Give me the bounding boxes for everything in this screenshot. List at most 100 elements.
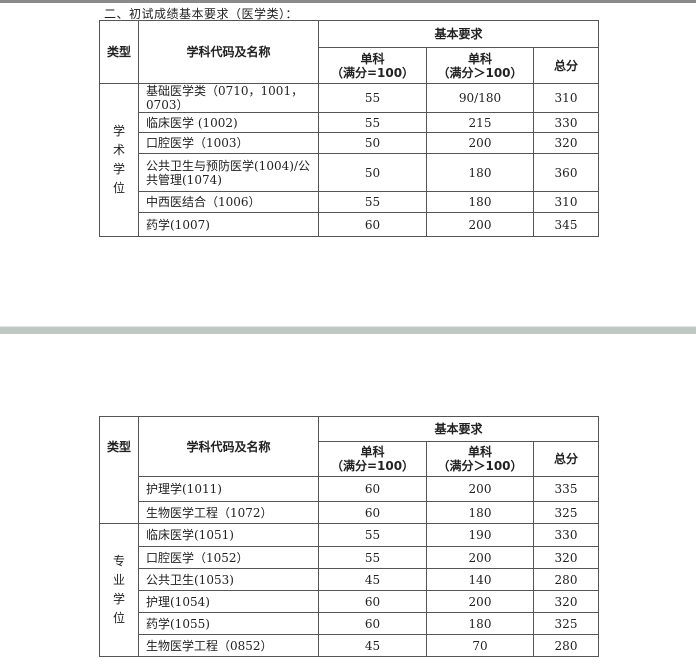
single-100-score: 55 <box>318 523 427 547</box>
header-total: 总分 <box>533 441 599 477</box>
header-subject: 学科代码及名称 <box>138 20 319 84</box>
subject-name: 中西医结合（1006） <box>138 191 319 213</box>
total-score: 330 <box>533 523 599 547</box>
top-border <box>0 0 696 3</box>
table-row: 生物医学工程（1072） 60 180 325 <box>100 501 599 524</box>
table-row: 公共卫生与预防医学(1004)/公共管理(1074) 50 180 360 <box>100 153 599 192</box>
table-row: 护理(1054) 60 200 320 <box>100 590 599 613</box>
single-100-score: 60 <box>318 501 427 524</box>
single-over-100-score: 200 <box>426 546 534 569</box>
header-single-100-line2: （满分=100） <box>330 459 415 473</box>
table-row: 生物医学工程（0852） 45 70 280 <box>100 634 599 657</box>
header-single-over-line2: （满分＞100） <box>437 65 523 80</box>
single-100-score: 55 <box>318 191 427 213</box>
header-single-over-100: 单科 （满分＞100） <box>426 47 534 84</box>
single-100-score: 60 <box>318 212 427 237</box>
single-over-100-score: 190 <box>426 523 534 547</box>
single-over-100-score: 215 <box>426 112 534 133</box>
single-100-score: 50 <box>318 153 427 192</box>
header-total: 总分 <box>533 47 599 84</box>
header-row: 类型 学科代码及名称 基本要求 <box>99 20 599 84</box>
single-over-100-score: 140 <box>426 568 534 591</box>
header-single-100-line1: 单科 <box>360 51 385 66</box>
total-score: 360 <box>533 153 599 192</box>
header-type: 类型 <box>99 416 139 477</box>
degree-type-cell: 专业学位 <box>99 523 139 657</box>
total-score: 320 <box>533 546 599 569</box>
degree-type-label: 专业学位 <box>112 554 125 625</box>
score-table-professional: 类型 学科代码及名称 基本要求 单科 （满分=100） 单科 （满分＞100） 总分 护理学(1… <box>99 416 599 657</box>
header-single-100-line2: （满分=100） <box>330 65 415 80</box>
header-single-over-100: 单科 （满分＞100） <box>426 441 534 477</box>
header-row: 类型 学科代码及名称 基本要求 <box>99 416 599 477</box>
subject-name: 药学(1055) <box>138 612 319 635</box>
table-row: 学术学位 基础医学类（0710，1001，0703） 55 90/180 310 <box>99 83 599 237</box>
subject-name: 生物医学工程（0852） <box>138 634 319 657</box>
table-row: 护理学(1011) 60 200 335 <box>99 476 599 524</box>
subject-name: 生物医学工程（1072） <box>138 501 319 524</box>
single-100-score: 50 <box>318 132 427 154</box>
total-score: 280 <box>533 568 599 591</box>
single-over-100-score: 180 <box>426 153 534 192</box>
table-row: 专业学位 临床医学(1051) 55 190 330 <box>99 523 599 657</box>
header-row: 单科 （满分=100） 单科 （满分＞100） 总分 <box>100 47 599 84</box>
total-score: 280 <box>533 634 599 657</box>
score-table-academic: 类型 学科代码及名称 基本要求 单科 （满分=100） 单科 （满分＞100） 总分 学术学位基… <box>99 20 599 237</box>
table-row: 口腔医学（1003） 50 200 320 <box>100 132 599 154</box>
table-row: 公共卫生(1053) 45 140 280 <box>100 568 599 591</box>
page-separator <box>0 326 696 334</box>
header-basic-requirements: 基本要求 <box>318 20 599 48</box>
subject-name: 护理学(1011) <box>138 476 319 502</box>
single-100-score: 55 <box>318 546 427 569</box>
total-score: 330 <box>533 112 599 133</box>
table-row: 临床医学 (1002) 55 215 330 <box>100 112 599 133</box>
total-score: 320 <box>533 132 599 154</box>
subject-name: 基础医学类（0710，1001，0703） <box>138 83 319 113</box>
total-score: 310 <box>533 191 599 213</box>
single-over-100-score: 200 <box>426 132 534 154</box>
table-row: 口腔医学（1052） 55 200 320 <box>100 546 599 569</box>
total-score: 335 <box>533 476 599 502</box>
header-row: 单科 （满分=100） 单科 （满分＞100） 总分 <box>100 441 599 477</box>
subject-name: 临床医学(1051) <box>138 523 319 547</box>
header-type: 类型 <box>99 20 139 84</box>
subject-name: 公共卫生(1053) <box>138 568 319 591</box>
single-over-100-score: 200 <box>426 590 534 613</box>
header-basic-requirements: 基本要求 <box>318 416 599 442</box>
subject-name: 公共卫生与预防医学(1004)/公共管理(1074) <box>138 153 319 192</box>
table-row: 药学(1007) 60 200 345 <box>100 212 599 237</box>
degree-type-continued-cell <box>99 476 139 524</box>
table-row: 中西医结合（1006） 55 180 310 <box>100 191 599 213</box>
single-over-100-score: 200 <box>426 212 534 237</box>
single-over-100-score: 70 <box>426 634 534 657</box>
total-score: 320 <box>533 590 599 613</box>
single-over-100-score: 90/180 <box>426 83 534 113</box>
header-single-100: 单科 （满分=100） <box>318 47 427 84</box>
header-single-100: 单科 （满分=100） <box>318 441 427 477</box>
degree-type-label: 学术学位 <box>112 124 125 195</box>
single-100-score: 45 <box>318 634 427 657</box>
header-subject: 学科代码及名称 <box>138 416 319 477</box>
section-caption: 二、初试成绩基本要求（医学类）： <box>104 7 299 21</box>
single-100-score: 60 <box>318 590 427 613</box>
header-single-100-line1: 单科 <box>360 445 385 459</box>
total-score: 325 <box>533 501 599 524</box>
subject-name: 药学(1007) <box>138 212 319 237</box>
degree-type-cell: 学术学位 <box>99 83 139 237</box>
single-100-score: 60 <box>318 612 427 635</box>
subject-name: 临床医学 (1002) <box>138 112 319 133</box>
header-single-over-line1: 单科 <box>467 445 492 459</box>
single-over-100-score: 180 <box>426 612 534 635</box>
header-single-over-line1: 单科 <box>467 51 492 66</box>
single-100-score: 55 <box>318 112 427 133</box>
subject-name: 口腔医学（1003） <box>138 132 319 154</box>
single-100-score: 60 <box>318 476 427 502</box>
total-score: 310 <box>533 83 599 113</box>
total-score: 325 <box>533 612 599 635</box>
single-100-score: 55 <box>318 83 427 113</box>
total-score: 345 <box>533 212 599 237</box>
subject-name: 口腔医学（1052） <box>138 546 319 569</box>
table-row: 药学(1055) 60 180 325 <box>100 612 599 635</box>
single-100-score: 45 <box>318 568 427 591</box>
single-over-100-score: 180 <box>426 501 534 524</box>
